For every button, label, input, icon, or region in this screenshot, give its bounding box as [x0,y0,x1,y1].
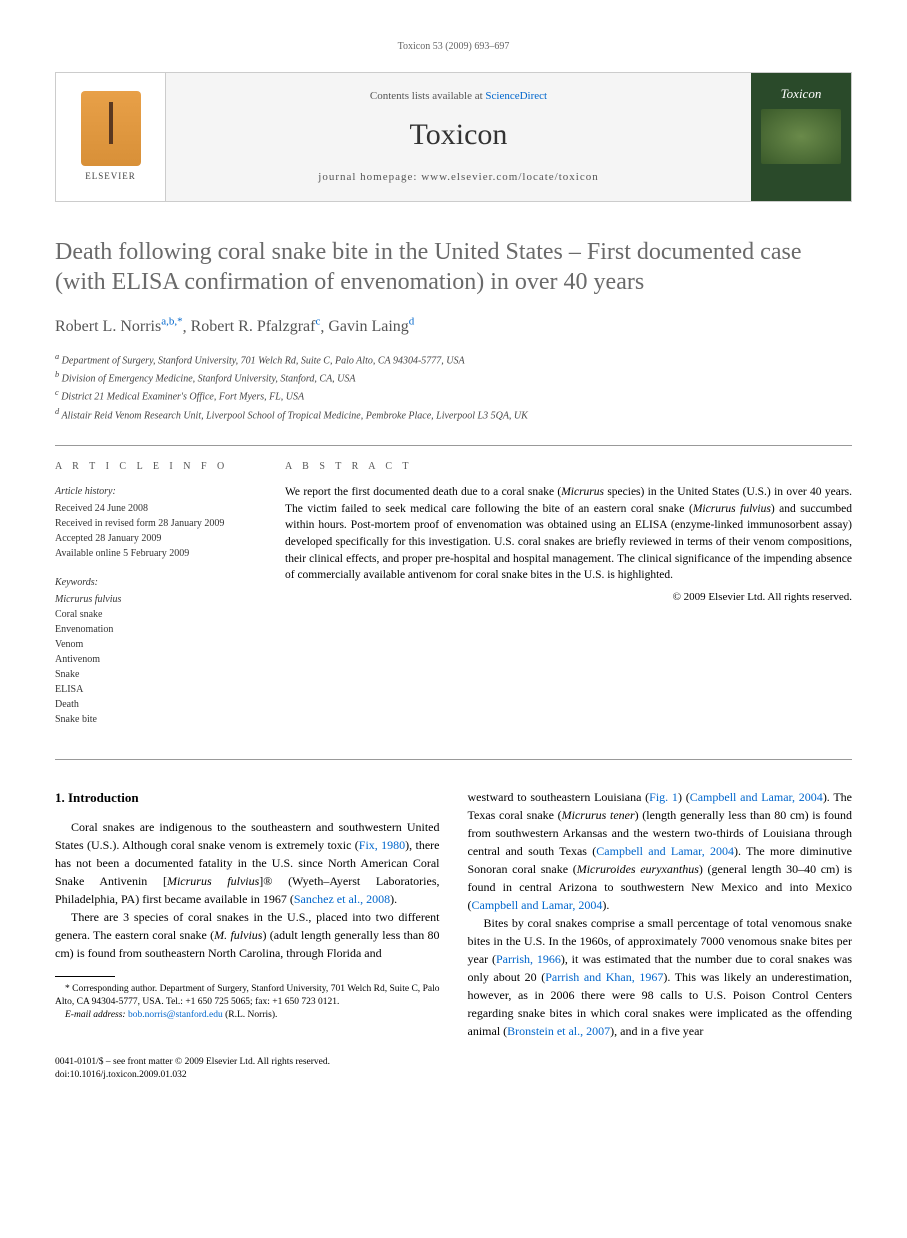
keyword-6: ELISA [55,682,255,697]
keyword-5: Snake [55,667,255,682]
email-footnote: E-mail address: bob.norris@stanford.edu … [55,1009,440,1022]
homepage-url[interactable]: www.elsevier.com/locate/toxicon [421,171,599,183]
abstract-column: A B S T R A C T We report the first docu… [285,460,852,741]
right-column: westward to southeastern Louisiana (Fig.… [468,788,853,1040]
online-date: Available online 5 February 2009 [55,546,255,561]
article-history-block: Article history: Received 24 June 2008 R… [55,484,255,561]
affiliation-a: a Department of Surgery, Stanford Univer… [55,351,852,368]
author-3[interactable]: Gavin Laingd [328,318,414,335]
section-1-heading: 1. Introduction [55,788,440,808]
page: Toxicon 53 (2009) 693–697 ELSEVIER Conte… [0,0,907,1123]
author-1-sup: a,b, [161,316,177,328]
publisher-logo[interactable]: ELSEVIER [56,73,166,201]
author-3-sup: d [409,316,415,328]
keywords-label: Keywords: [55,575,255,590]
email-label: E-mail address: [65,1010,126,1020]
journal-homepage-line: journal homepage: www.elsevier.com/locat… [318,170,598,185]
ref-campbell-2004-3[interactable]: Campbell and Lamar, 2004 [472,898,603,912]
author-list: Robert L. Norrisa,b,*, Robert R. Pfalzgr… [55,315,852,339]
info-abstract-row: A R T I C L E I N F O Article history: R… [55,445,852,760]
publisher-label: ELSEVIER [85,170,136,183]
email-suffix: (R.L. Norris). [225,1010,277,1020]
homepage-prefix: journal homepage: [318,171,421,183]
keyword-7: Death [55,697,255,712]
abstract-copyright: © 2009 Elsevier Ltd. All rights reserved… [285,590,852,605]
author-3-name: Gavin Laing [328,318,408,335]
author-1-star: * [177,316,183,328]
ref-fig-1[interactable]: Fig. 1 [649,790,678,804]
author-2-name: Robert R. Pfalzgraf [191,318,316,335]
ref-parrish-1966[interactable]: Parrish, 1966 [496,952,561,966]
ref-sanchez-2008[interactable]: Sanchez et al., 2008 [294,892,390,906]
affiliation-c: c District 21 Medical Examiner's Office,… [55,387,852,404]
sciencedirect-link[interactable]: ScienceDirect [485,90,547,102]
abstract-text: We report the first documented death due… [285,484,852,584]
author-2-sup: c [315,316,320,328]
journal-cover-thumbnail[interactable]: Toxicon [751,73,851,201]
ref-parrish-khan-1967[interactable]: Parrish and Khan, 1967 [545,970,663,984]
ref-fix-1980[interactable]: Fix, 1980 [359,838,405,852]
left-para-2: There are 3 species of coral snakes in t… [55,908,440,962]
email-link[interactable]: bob.norris@stanford.edu [128,1010,223,1020]
article-title: Death following coral snake bite in the … [55,237,852,297]
elsevier-tree-icon [81,91,141,166]
cover-title: Toxicon [781,85,822,103]
right-para-1: westward to southeastern Louisiana (Fig.… [468,788,853,914]
revised-date: Received in revised form 28 January 2009 [55,516,255,531]
affiliation-b: b Division of Emergency Medicine, Stanfo… [55,369,852,386]
journal-center: Contents lists available at ScienceDirec… [166,73,751,201]
accepted-date: Accepted 28 January 2009 [55,531,255,546]
body-columns: 1. Introduction Coral snakes are indigen… [55,788,852,1040]
ref-campbell-2004-2[interactable]: Campbell and Lamar, 2004 [596,844,734,858]
right-para-2: Bites by coral snakes comprise a small p… [468,914,853,1040]
contents-available-line: Contents lists available at ScienceDirec… [370,89,547,104]
corresponding-author-footnote: * Corresponding author. Department of Su… [55,983,440,1010]
journal-banner: ELSEVIER Contents lists available at Sci… [55,72,852,202]
keyword-3: Venom [55,637,255,652]
history-label: Article history: [55,484,255,499]
received-date: Received 24 June 2008 [55,501,255,516]
keyword-2: Envenomation [55,622,255,637]
keyword-8: Snake bite [55,712,255,727]
affiliation-d: d Alistair Reid Venom Research Unit, Liv… [55,406,852,423]
author-2[interactable]: Robert R. Pfalzgrafc [191,318,321,335]
keywords-block: Keywords: Micrurus fulvius Coral snake E… [55,575,255,727]
keyword-4: Antivenom [55,652,255,667]
article-info-column: A R T I C L E I N F O Article history: R… [55,460,255,741]
abstract-heading: A B S T R A C T [285,460,852,474]
left-column: 1. Introduction Coral snakes are indigen… [55,788,440,1040]
article-info-heading: A R T I C L E I N F O [55,460,255,474]
author-1[interactable]: Robert L. Norrisa,b,* [55,318,183,335]
cover-image-icon [761,109,841,164]
footnote-separator [55,976,115,977]
keyword-1: Coral snake [55,607,255,622]
affiliations: a Department of Surgery, Stanford Univer… [55,351,852,423]
footer-doi-line: doi:10.1016/j.toxicon.2009.01.032 [55,1069,852,1082]
ref-campbell-2004-1[interactable]: Campbell and Lamar, 2004 [690,790,823,804]
running-header: Toxicon 53 (2009) 693–697 [55,40,852,54]
footer: 0041-0101/$ – see front matter © 2009 El… [55,1056,852,1083]
journal-name: Toxicon [410,114,508,156]
contents-prefix: Contents lists available at [370,90,485,102]
footer-issn-line: 0041-0101/$ – see front matter © 2009 El… [55,1056,852,1069]
author-1-name: Robert L. Norris [55,318,161,335]
ref-bronstein-2007[interactable]: Bronstein et al., 2007 [507,1024,610,1038]
left-para-1: Coral snakes are indigenous to the south… [55,818,440,908]
keyword-0: Micrurus fulvius [55,592,255,607]
